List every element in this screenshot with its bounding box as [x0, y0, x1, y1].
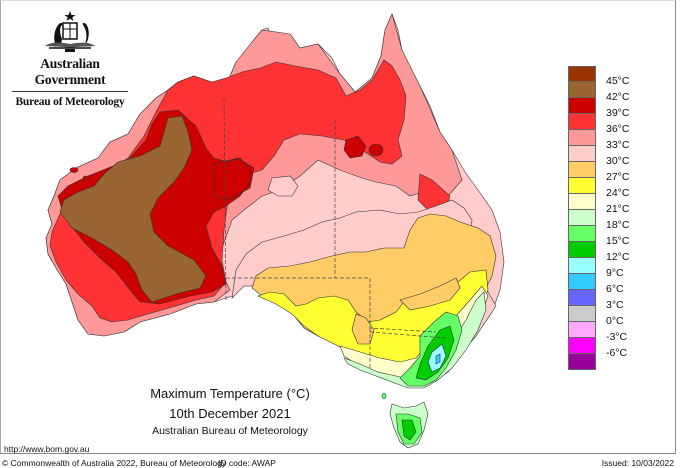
id-code: ID code: AWAP	[218, 458, 276, 468]
map-caption: Maximum Temperature (°C) 10th December 2…	[120, 386, 340, 437]
legend-swatch	[568, 178, 596, 194]
legend-label: 36°C	[606, 123, 630, 135]
coat-of-arms-icon	[45, 11, 95, 52]
legend-swatch	[568, 242, 596, 258]
legend-label: 39°C	[606, 107, 630, 119]
map-frame	[0, 0, 676, 454]
legend-label: 15°C	[606, 235, 630, 247]
agency-name: Bureau of Meteorology	[15, 96, 125, 108]
legend-swatch	[568, 322, 596, 338]
legend-label: 33°C	[606, 139, 630, 151]
legend-label: 9°C	[606, 267, 624, 279]
wa-border	[223, 97, 227, 301]
legend-label: 0°C	[606, 315, 624, 327]
contour-42-45	[59, 115, 207, 303]
australia-temperature-map	[45, 13, 505, 449]
legend-label: 6°C	[606, 283, 624, 295]
legend-label: 45°C	[606, 75, 630, 87]
legend-swatch	[568, 274, 596, 290]
copyright-text: © Commonwealth of Australia 2022, Bureau…	[2, 458, 227, 468]
legend-swatch	[568, 114, 596, 130]
legend-label: 24°C	[606, 187, 630, 199]
legend-label: 18°C	[606, 219, 630, 231]
nsw-vic-border	[369, 331, 447, 339]
legend-swatch	[568, 82, 596, 98]
legend-label: 30°C	[606, 155, 630, 167]
temperature-legend: 45°C 42°C 39°C 36°C 33°C 30°C 27°C 24°C 21°C 18°C…	[568, 66, 629, 370]
legend-swatch	[568, 210, 596, 226]
legend-label: 42°C	[606, 91, 630, 103]
legend-swatch	[568, 162, 596, 178]
legend-label: 21°C	[606, 203, 630, 215]
legend-swatch	[568, 258, 596, 274]
bom-logo: Australian Government Bureau of Meteorol…	[8, 10, 132, 108]
government-name: Australian Government	[34, 56, 106, 87]
website-link[interactable]: http://www.bom.gov.au	[4, 444, 90, 454]
legend-swatch	[568, 194, 596, 210]
logo-divider	[12, 91, 128, 92]
legend-label: 12°C	[606, 251, 630, 263]
issued-date: Issued: 10/03/2022	[601, 458, 674, 468]
contour-39-42	[57, 109, 255, 305]
legend-label: -6°C	[606, 347, 628, 359]
legend-swatch	[568, 130, 596, 146]
legend-swatch	[568, 338, 596, 354]
legend-swatch	[568, 66, 596, 82]
legend-swatch	[568, 226, 596, 242]
legend-label: 3°C	[606, 299, 624, 311]
legend-swatch	[568, 354, 596, 370]
legend-label: 27°C	[606, 171, 630, 183]
legend-swatch	[568, 290, 596, 306]
legend-swatch	[568, 306, 596, 322]
map-date: 10th December 2021	[169, 406, 291, 421]
legend-swatch	[568, 146, 596, 162]
map-title: Maximum Temperature (°C)	[150, 386, 310, 401]
legend-colorbar	[568, 66, 596, 370]
legend-swatch	[568, 98, 596, 114]
map-source: Australian Bureau of Meteorology	[152, 425, 308, 437]
legend-label: -3°C	[606, 331, 628, 343]
